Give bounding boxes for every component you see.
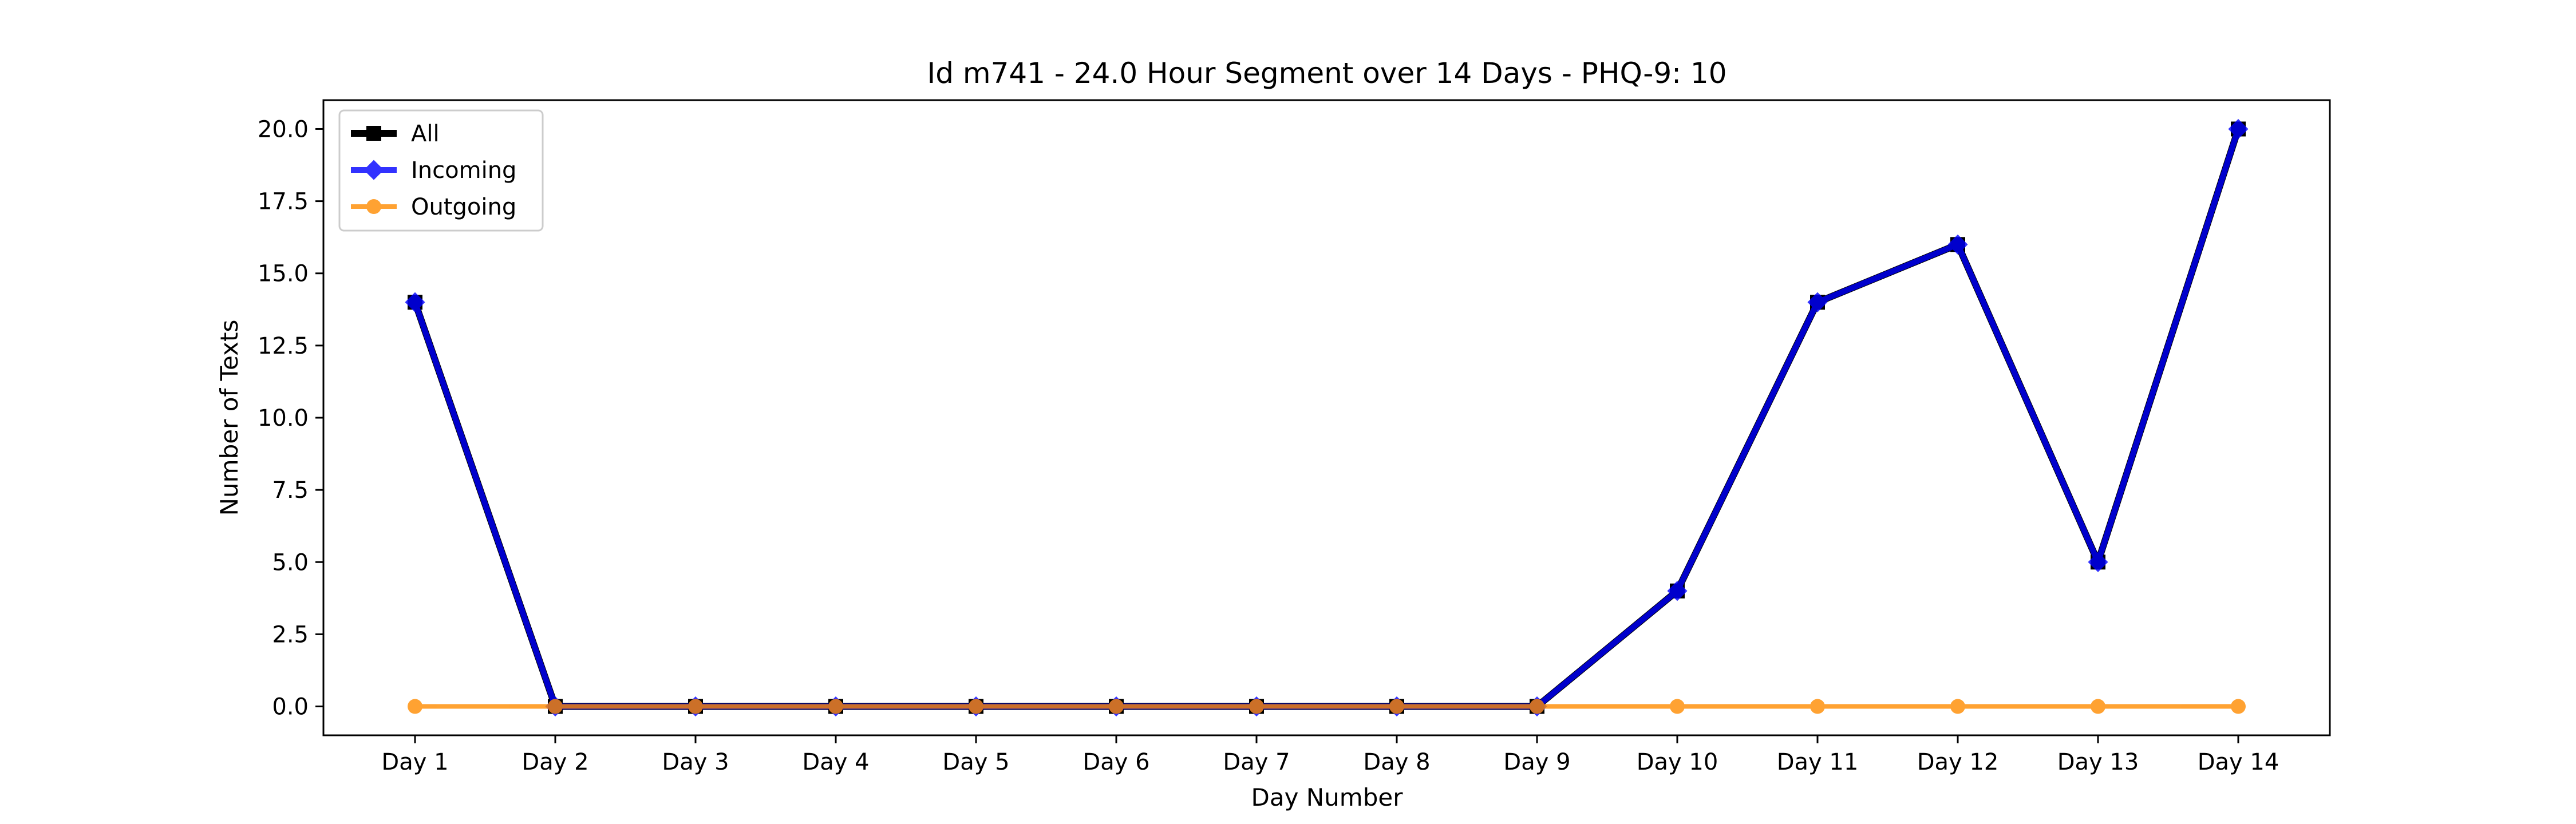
y-tick-label: 12.5: [258, 333, 309, 359]
data-point-incoming: [1667, 581, 1688, 601]
x-tick-label: Day 7: [1223, 749, 1290, 775]
y-axis-label: Number of Texts: [215, 320, 243, 516]
legend-marker: [366, 126, 381, 141]
y-tick-label: 17.5: [258, 189, 309, 215]
legend-marker: [364, 160, 384, 180]
legend-label: Incoming: [411, 157, 516, 184]
x-tick-label: Day 6: [1082, 749, 1149, 775]
x-tick-label: Day 14: [2198, 749, 2279, 775]
legend-marker: [366, 199, 381, 214]
x-tick-label: Day 10: [1637, 749, 1718, 775]
legend-item-outgoing: [351, 199, 397, 214]
data-point-outgoing: [548, 699, 563, 714]
data-point-outgoing: [2231, 699, 2246, 714]
x-tick-label: Day 8: [1363, 749, 1430, 775]
data-point-outgoing: [1810, 699, 1825, 714]
y-tick-label: 0.0: [272, 694, 309, 720]
chart-title: Id m741 - 24.0 Hour Segment over 14 Days…: [927, 57, 1726, 90]
x-tick-label: Day 11: [1777, 749, 1859, 775]
x-tick-label: Day 9: [1503, 749, 1570, 775]
legend-box: [338, 109, 544, 232]
legend-item-incoming: [351, 160, 397, 180]
y-tick-label: 10.0: [258, 405, 309, 431]
y-tick-label: 20.0: [258, 116, 309, 142]
data-point-outgoing: [1389, 699, 1404, 714]
data-point-outgoing: [1950, 699, 1965, 714]
legend-item-all: [351, 126, 397, 141]
data-point-incoming: [1807, 292, 1828, 312]
data-point-outgoing: [1530, 699, 1544, 714]
data-point-outgoing: [688, 699, 703, 714]
data-point-outgoing: [969, 699, 983, 714]
data-point-outgoing: [1109, 699, 1124, 714]
plot-frame: [322, 99, 2331, 736]
y-tick-label: 2.5: [272, 621, 309, 648]
y-tick-label: 7.5: [272, 477, 309, 504]
data-point-incoming: [405, 292, 425, 312]
y-tick-label: 5.0: [272, 549, 309, 576]
x-tick-label: Day 2: [521, 749, 588, 775]
x-tick-label: Day 5: [942, 749, 1009, 775]
data-point-outgoing: [408, 699, 422, 714]
legend-label: Outgoing: [411, 194, 516, 220]
x-tick-label: Day 3: [662, 749, 729, 775]
legend-label: All: [411, 121, 440, 147]
x-tick-label: Day 12: [1917, 749, 1999, 775]
x-axis-label: Day Number: [1251, 783, 1403, 811]
x-tick-label: Day 4: [802, 749, 869, 775]
y-tick-label: 15.0: [258, 261, 309, 287]
data-point-incoming: [1947, 234, 1968, 255]
data-point-outgoing: [828, 699, 843, 714]
x-tick-label: Day 1: [381, 749, 448, 775]
series-outgoing: [408, 699, 2246, 714]
x-tick-label: Day 13: [2057, 749, 2139, 775]
data-point-incoming: [2228, 118, 2249, 140]
data-point-outgoing: [2091, 699, 2105, 714]
plot-area: [405, 118, 2249, 717]
axis-ticks: Day 1 Day 2 Day 3 Day 4 Day 5 Day 6 Day 7 Day 8…: [258, 116, 2279, 775]
data-point-outgoing: [1249, 699, 1264, 714]
data-point-incoming: [2088, 552, 2108, 572]
data-point-outgoing: [1670, 699, 1685, 714]
legend: All Incoming Outgoing: [338, 109, 544, 232]
